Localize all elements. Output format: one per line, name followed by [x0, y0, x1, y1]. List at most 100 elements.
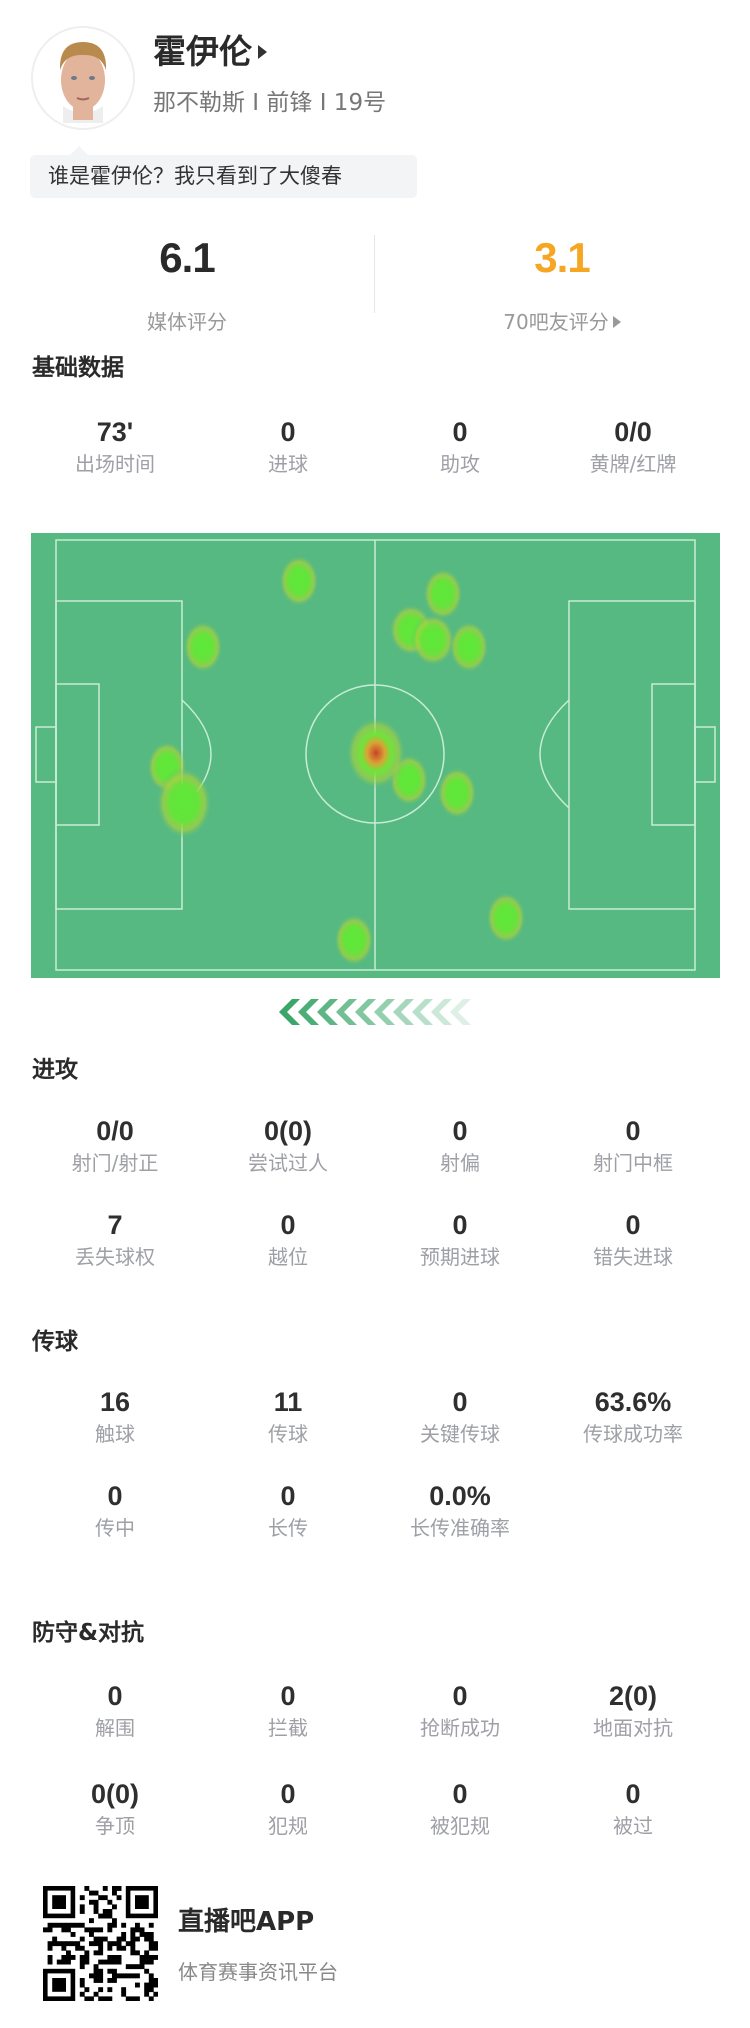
- stat-label: 关键传球: [420, 1422, 500, 1446]
- stat-value: 0: [280, 1681, 296, 1711]
- stat-item: 16 触球: [25, 1386, 205, 1447]
- stat-label: 丢失球权: [75, 1245, 155, 1269]
- stat-value: 63.6%: [594, 1387, 672, 1417]
- media-rating-label: 媒体评分: [147, 310, 227, 334]
- fan-rating-label: 70吧友评分: [503, 310, 609, 334]
- chevrons-left-icon: [279, 999, 471, 1025]
- stat-value: 0: [625, 1210, 641, 1240]
- stat-value: 0: [452, 1387, 468, 1417]
- chevron-left-icon: [374, 999, 395, 1025]
- stat-item: 0(0) 争顶: [25, 1778, 205, 1839]
- stat-item: 7 丢失球权: [25, 1209, 205, 1270]
- section-title: 防守&对抗: [32, 1620, 145, 1646]
- player-name: 霍伊伦: [153, 32, 252, 71]
- stat-item: 0 错失进球: [543, 1209, 723, 1270]
- stat-label: 被过: [613, 1814, 653, 1838]
- stat-value: 0: [625, 1779, 641, 1809]
- stat-label: 争顶: [95, 1814, 135, 1838]
- chevron-left-icon: [279, 999, 300, 1025]
- section-title: 进攻: [32, 1057, 78, 1083]
- stat-label: 预期进球: [420, 1245, 500, 1269]
- stat-value: 0: [452, 1779, 468, 1809]
- divider: [374, 235, 375, 313]
- stat-item: 0/0 射门/射正: [25, 1115, 205, 1176]
- stat-value: 0: [280, 1779, 296, 1809]
- stat-item: 0 预期进球: [370, 1209, 550, 1270]
- media-rating: 6.1 媒体评分: [57, 233, 317, 336]
- stat-label: 进球: [268, 452, 308, 476]
- stat-item: 0/0 黄牌/红牌: [543, 416, 723, 477]
- stat-item: 0 被犯规: [370, 1778, 550, 1839]
- stat-label: 传中: [95, 1516, 135, 1540]
- stat-value: 7: [107, 1210, 123, 1240]
- stat-label: 地面对抗: [593, 1716, 673, 1740]
- qr-code-icon: [43, 1886, 158, 2001]
- heat-spot: [156, 767, 212, 839]
- stat-value: 0: [107, 1681, 123, 1711]
- stat-item: 0(0) 尝试过人: [198, 1115, 378, 1176]
- stat-value: 0: [452, 1116, 468, 1146]
- stat-label: 错失进球: [593, 1245, 673, 1269]
- stat-value: 0/0: [96, 1116, 134, 1146]
- chevron-left-icon: [431, 999, 452, 1025]
- stat-value: 11: [273, 1387, 303, 1417]
- stat-item: 2(0) 地面对抗: [543, 1680, 723, 1741]
- play-arrow-icon: [258, 45, 267, 59]
- heat-spot: [449, 621, 489, 673]
- stat-value: 2(0): [608, 1681, 657, 1711]
- stat-value: 16: [99, 1387, 131, 1417]
- heat-spot: [334, 914, 374, 966]
- stat-item: 0 犯规: [198, 1778, 378, 1839]
- stat-label: 抢断成功: [420, 1716, 500, 1740]
- stat-label: 尝试过人: [248, 1151, 328, 1175]
- stat-label: 被犯规: [430, 1814, 490, 1838]
- stat-value: 0: [280, 1481, 296, 1511]
- player-avatar[interactable]: [31, 26, 135, 130]
- player-photo-icon: [33, 28, 133, 128]
- stat-value: 0(0): [90, 1779, 139, 1809]
- heat-spot: [423, 568, 463, 620]
- heat-spot: [411, 614, 455, 666]
- stat-value: 0/0: [614, 417, 652, 447]
- heatmap-pitch: [31, 533, 720, 978]
- stat-label: 解围: [95, 1716, 135, 1740]
- section-title: 基础数据: [32, 355, 124, 381]
- fan-rating-value: 3.1: [534, 234, 590, 281]
- stat-item: 0 长传: [198, 1480, 378, 1541]
- chevron-left-icon: [317, 999, 338, 1025]
- stat-value: 0: [625, 1116, 641, 1146]
- stat-label: 出场时间: [75, 452, 155, 476]
- heat-spot: [486, 892, 526, 944]
- stat-item: 0 越位: [198, 1209, 378, 1270]
- stat-item: 0 抢断成功: [370, 1680, 550, 1741]
- chevron-left-icon: [393, 999, 414, 1025]
- media-rating-value: 6.1: [159, 234, 215, 281]
- stat-value: 0: [280, 1210, 296, 1240]
- stat-label: 传球成功率: [583, 1422, 683, 1446]
- comment-bubble: 谁是霍伊伦？我只看到了大傻春: [30, 146, 417, 198]
- stat-label: 长传: [268, 1516, 308, 1540]
- stat-item: 63.6% 传球成功率: [543, 1386, 723, 1447]
- stat-item: 73' 出场时间: [25, 416, 205, 477]
- player-name-link[interactable]: 霍伊伦: [153, 30, 267, 74]
- play-arrow-icon: [612, 316, 621, 328]
- stat-item: 0.0% 长传准确率: [370, 1480, 550, 1541]
- stat-item: 0 助攻: [370, 416, 550, 477]
- stat-label: 越位: [268, 1245, 308, 1269]
- fan-rating[interactable]: 3.1 70吧友评分: [432, 233, 692, 336]
- stat-label: 助攻: [440, 452, 480, 476]
- app-name: 直播吧APP: [178, 1907, 315, 1937]
- stat-item: 0 射偏: [370, 1115, 550, 1176]
- stat-value: 0(0): [263, 1116, 312, 1146]
- section-title: 传球: [32, 1329, 78, 1355]
- stat-label: 射门/射正: [71, 1151, 159, 1175]
- stat-item: 0 传中: [25, 1480, 205, 1541]
- stat-value: 0: [452, 417, 468, 447]
- stat-value: 0.0%: [429, 1481, 491, 1511]
- stat-item: 0 射门中框: [543, 1115, 723, 1176]
- stat-item: 11 传球: [198, 1386, 378, 1447]
- stat-item: 0 解围: [25, 1680, 205, 1741]
- chevron-left-icon: [355, 999, 376, 1025]
- stat-label: 拦截: [268, 1716, 308, 1740]
- stat-value: 0: [280, 417, 296, 447]
